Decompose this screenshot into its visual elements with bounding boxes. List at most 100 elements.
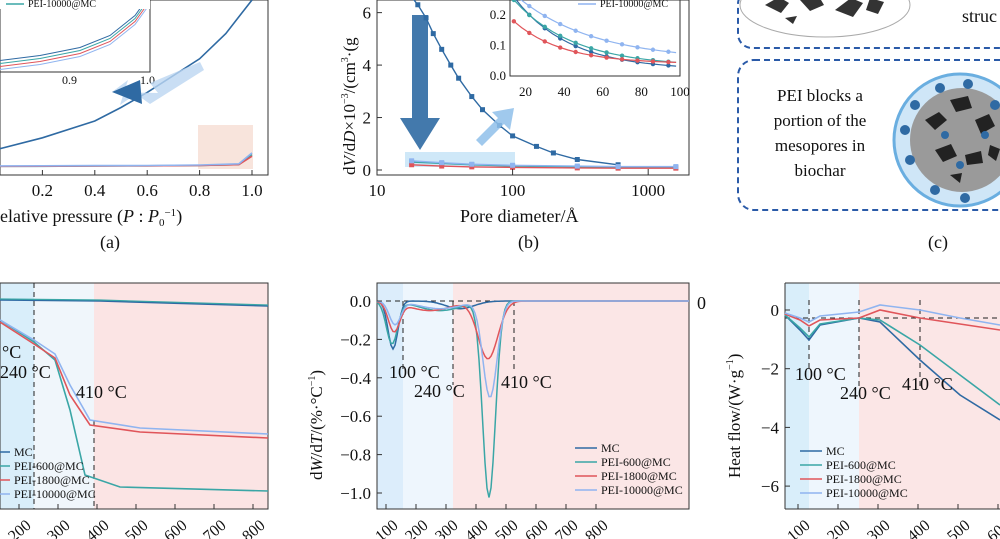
panel-f: 100 °C 240 °C 410 °C 0 −2 −4 −6 Heat flow/(… <box>725 282 1000 539</box>
panel-b-inset-marker <box>527 30 532 36</box>
panel-b-inset-marker <box>558 45 563 50</box>
panel-a-inset <box>0 0 151 73</box>
panel-b-inset-xtick: 60 <box>596 84 609 99</box>
panel-f-series <box>784 304 1000 421</box>
panel-b-series-marker <box>480 107 486 113</box>
panel-b-down-arrow <box>400 15 440 150</box>
panel-f-xtick-label: 600 <box>984 517 1000 539</box>
panel-b-series-marker <box>469 164 475 170</box>
panel-c-line: PEI blocks a <box>777 86 863 105</box>
panel-a-inset-legend-bg <box>0 0 150 9</box>
panel-b-series-marker <box>456 75 462 81</box>
panel-a-inset-line <box>0 0 147 61</box>
panel-e-ytick-label: −0.6 <box>340 407 371 426</box>
panel-a-xlabel: elative pressure (P : P0−1) <box>0 206 182 229</box>
panel-e-frame <box>376 282 690 510</box>
panel-b-inset-marker <box>511 0 517 3</box>
biochar-pores <box>925 96 1000 183</box>
panel-b-inset-line <box>515 0 677 67</box>
panel-f-annotation: 410 °C <box>902 374 953 394</box>
panel-b-series-marker <box>550 150 556 156</box>
panel-e-ytick-label: 0.0 <box>350 292 371 311</box>
panel-c-box <box>737 59 1000 211</box>
panel-b-ytick-label: 2 <box>363 109 372 128</box>
panel-e-xtick-label: 600 <box>522 517 551 539</box>
panel-a-xticks: 0.2 0.4 0.6 0.8 1.0 <box>32 170 263 200</box>
panel-d-series-line <box>0 298 269 306</box>
pei-molecules <box>900 79 1000 203</box>
panel-f-ytick-label: 0 <box>771 301 780 320</box>
panel-b-series-marker <box>439 163 445 169</box>
panel-b-xtick-label: 1000 <box>631 181 665 200</box>
panel-b-inset-ytick: 0.0 <box>490 68 506 83</box>
panel-b-inset-xtick: 80 <box>635 84 648 99</box>
panel-a-inset-line <box>0 6 149 70</box>
panel-c-line: biochar <box>795 161 846 180</box>
panel-b-inset-marker <box>619 57 625 62</box>
panel-b-inset-marker <box>542 13 547 19</box>
panel-b-inset-marker <box>588 53 594 58</box>
biochar-core <box>910 88 1000 192</box>
panel-b-series-marker <box>415 2 421 8</box>
panel-d-frame <box>0 282 269 510</box>
panel-e-ytick-label: −0.2 <box>340 330 371 349</box>
panel-b-series-marker <box>533 143 539 149</box>
panel-f-ylabel: Heat flow/(W·g−1) <box>725 354 744 478</box>
panel-b-inset-lines <box>511 0 677 68</box>
panel-b-label: (b) <box>518 232 539 253</box>
panel-d-annotation: °C <box>2 342 21 362</box>
panel-b-inset-marker <box>588 33 594 39</box>
panel-b-ylabel: dV/dD×10−3/(cm3·(g <box>340 37 359 175</box>
panel-e-xtick-label: 700 <box>552 517 581 539</box>
panel-f-legend-item: PEI-10000@MC <box>826 486 908 500</box>
panel-e-xtick-label: 800 <box>582 517 611 539</box>
panel-d-xtick-label: 500 <box>122 517 151 539</box>
panel-d-xtick-label: 700 <box>200 517 229 539</box>
panel-a-inset-line <box>0 3 149 67</box>
panel-b-inset-marker <box>588 49 594 55</box>
panel-e: 100 °C 240 °C 410 °C 0 0.0 −0.2 −0.4 −0.6 −0… <box>307 282 706 539</box>
panel-e-ytick-label: −0.8 <box>340 446 371 465</box>
panel-b-inset-ticks: 20 40 60 80 100 0.0 0.1 0.2 <box>490 7 690 99</box>
panel-b-inset-marker <box>542 39 547 44</box>
panel-e-xtick-label: 400 <box>462 517 491 539</box>
panel-e-legend-item: PEI-1800@MC <box>601 469 677 483</box>
panel-b: PEI-10000@MC 20 40 60 80 1000.00.10.2 10 100 1… <box>340 0 690 253</box>
panel-f-ytick-label: −4 <box>761 418 780 437</box>
panel-a-inset-lines <box>0 0 149 70</box>
panel-b-ytick-label: 0 <box>363 161 372 180</box>
panel-b-series-marker <box>439 46 445 52</box>
panel-a-inset-line <box>0 0 149 64</box>
panel-b-series-marker <box>469 94 475 100</box>
panel-b-series-marker <box>615 164 621 170</box>
panel-f-xtick-label: 300 <box>864 517 893 539</box>
panel-a-series-line <box>0 152 253 167</box>
panel-e-series <box>376 300 689 498</box>
panel-b-inset-line <box>513 0 677 63</box>
panel-b-series-marker <box>673 164 679 170</box>
panel-b-series-marker <box>430 31 436 37</box>
panel-c-top-text: struc <box>962 6 997 26</box>
panel-a-series-line <box>0 0 253 150</box>
panel-d-legend-item: PEI-600@MC <box>14 459 84 473</box>
panel-a-inset-legend: PEI-10000@MC <box>28 0 96 10</box>
panel-b-xtick-label: 10 <box>369 181 386 200</box>
panel-b-inset-marker <box>619 42 625 47</box>
panel-e-series-line <box>376 300 689 398</box>
panel-b-inset-marker <box>635 58 640 63</box>
panel-b-inset-marker <box>573 43 578 49</box>
panel-b-inset-xtick: 40 <box>558 84 571 99</box>
panel-d-series-line <box>0 299 269 307</box>
panel-d-legend-item: PEI-10000@MC <box>14 487 96 501</box>
panel-d-annotation: 410 °C <box>76 382 127 402</box>
panel-d-series-line <box>0 321 269 439</box>
panel-a-xtick-label: 1.0 <box>241 181 262 200</box>
panel-f-ytick-label: −6 <box>761 477 779 496</box>
panel-b-inset-legend: PEI-10000@MC <box>600 0 668 10</box>
panel-f-ytick-label: −2 <box>761 360 779 379</box>
panel-b-inset-marker <box>666 59 671 65</box>
